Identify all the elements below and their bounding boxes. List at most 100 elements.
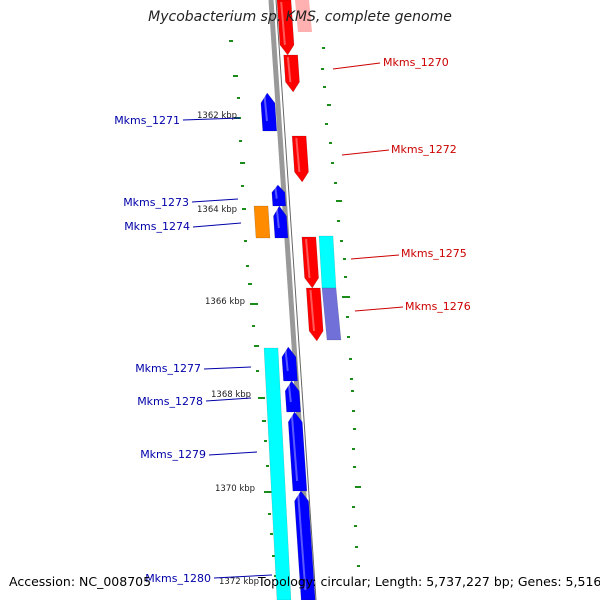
gc-content-tick: [344, 276, 347, 278]
gc-content-tick: [329, 142, 332, 144]
gc-content-tick: [355, 486, 361, 488]
gene-arrow-mkms-1269-shine: [280, 1, 286, 46]
gc-skew-tick: [274, 575, 277, 577]
gc-content-tick: [355, 546, 358, 548]
gc-content-tick: [353, 466, 356, 468]
gene-label: Mkms_1274: [124, 220, 190, 233]
gene-leader-line: [205, 397, 252, 402]
gc-skew-tick: [264, 440, 267, 442]
gc-content-tick: [351, 390, 354, 392]
gene-arrow-mkms-1270: [283, 54, 300, 93]
gene-arrow-mkms-1276: [306, 287, 324, 342]
gene-arrow-mkms-1275: [301, 236, 319, 289]
gc-skew-tick: [239, 140, 242, 142]
gc-skew-tick: [241, 185, 244, 187]
gc-skew-tick: [270, 533, 273, 535]
gene-leader-line: [213, 574, 273, 579]
scale-label: 1362 kbp: [197, 111, 237, 121]
gene-arrow-mkms-1274b: [273, 205, 289, 239]
gene-arrow-mkms-1276-shine: [309, 289, 316, 332]
gc-content-tick: [357, 565, 360, 567]
feature-bar-purple-1276: [321, 287, 342, 341]
gene-arrow-mkms-1272-shine: [295, 137, 301, 173]
feature-bar-cyan-1277-1280: [263, 347, 292, 600]
gene-arrow-mkms-1278: [284, 380, 301, 413]
gc-skew-tick: [233, 75, 238, 77]
gene-arrow-mkms-1274b-shine: [275, 207, 280, 229]
gene-arrow-mkms-1275-shine: [305, 238, 311, 279]
gc-content-tick: [337, 220, 340, 222]
feature-bar-cyan-1275: [318, 235, 337, 289]
gene-arrow-mkms-1280-shine: [297, 492, 307, 591]
gene-leader-line: [354, 306, 404, 312]
gene-arrow-mkms-1277: [281, 346, 298, 382]
gc-content-tick: [340, 240, 343, 242]
gene-label: Mkms_1276: [405, 300, 471, 313]
gene-arrow-mkms-1270-shine: [286, 56, 292, 83]
accession-text: Accession: NC_008705: [9, 574, 152, 589]
gc-content-tick: [321, 68, 324, 70]
gene-arrow-mkms-1280: [294, 490, 316, 600]
gc-skew-tick: [242, 208, 246, 210]
gc-content-tick: [323, 86, 326, 88]
feature-bar-pink: [295, 0, 312, 32]
gc-content-tick: [347, 336, 350, 338]
gene-arrow-mkms-1269: [276, 0, 295, 56]
gene-leader-line: [350, 254, 400, 260]
gc-content-tick: [353, 428, 356, 430]
scale-label: 1366 kbp: [205, 297, 245, 307]
gene-label: Mkms_1271: [114, 114, 180, 127]
gc-content-tick: [349, 358, 352, 360]
gc-skew-tick: [258, 397, 265, 399]
gc-content-tick: [331, 162, 334, 164]
gc-skew-tick: [272, 555, 275, 557]
scale-label: 1364 kbp: [197, 205, 237, 215]
gene-arrow-mkms-1279: [288, 411, 308, 492]
gene-arrow-mkms-1271-shine: [263, 94, 268, 122]
gc-content-tick: [327, 104, 331, 106]
gc-content-tick: [352, 448, 355, 450]
gc-skew-tick: [240, 162, 245, 164]
gc-skew-tick: [244, 240, 247, 242]
scale-label: 1372 kbp: [219, 577, 259, 587]
gene-arrow-mkms-1279-shine: [290, 413, 299, 482]
gene-arrow-mkms-1273-shine: [274, 186, 278, 199]
gc-skew-tick: [254, 345, 259, 347]
gene-leader-line: [192, 222, 242, 228]
gc-skew-tick: [248, 283, 252, 285]
gc-content-tick: [322, 47, 325, 49]
backbone-edge: [275, 0, 317, 600]
gc-content-tick: [350, 378, 353, 380]
scale-label: 1370 kbp: [215, 484, 255, 494]
gc-content-tick: [346, 316, 349, 318]
gene-label: Mkms_1278: [137, 395, 203, 408]
gene-label: Mkms_1273: [123, 196, 189, 209]
gc-content-tick: [336, 200, 342, 202]
gene-label: Mkms_1270: [383, 56, 449, 69]
gc-content-tick: [354, 525, 357, 527]
gc-skew-tick: [264, 491, 272, 493]
gene-label: Mkms_1272: [391, 143, 457, 156]
gene-label: Mkms_1275: [401, 247, 467, 260]
gc-content-tick: [342, 296, 350, 298]
gc-skew-tick: [246, 265, 249, 267]
gene-arrow-mkms-1271: [260, 92, 278, 132]
gene-leader-line: [203, 366, 252, 370]
gene-label: Mkms_1277: [135, 362, 201, 375]
gene-leader-line: [191, 198, 239, 203]
gc-skew-tick: [229, 40, 233, 42]
gene-leader-line: [208, 451, 258, 456]
gene-leader-line: [182, 117, 241, 121]
gc-skew-tick: [252, 325, 255, 327]
gene-arrow-mkms-1272: [291, 135, 309, 183]
gc-content-tick: [325, 123, 328, 125]
gc-content-tick: [334, 182, 337, 184]
gc-content-tick: [352, 506, 355, 508]
genome-details-text: Topology: circular; Length: 5,737,227 bp…: [258, 574, 600, 589]
gc-skew-tick: [262, 420, 266, 422]
gc-skew-tick: [266, 465, 269, 467]
footer-bar: Accession: NC_008705 Topology: circular;…: [0, 574, 600, 596]
gene-label: Mkms_1279: [140, 448, 206, 461]
